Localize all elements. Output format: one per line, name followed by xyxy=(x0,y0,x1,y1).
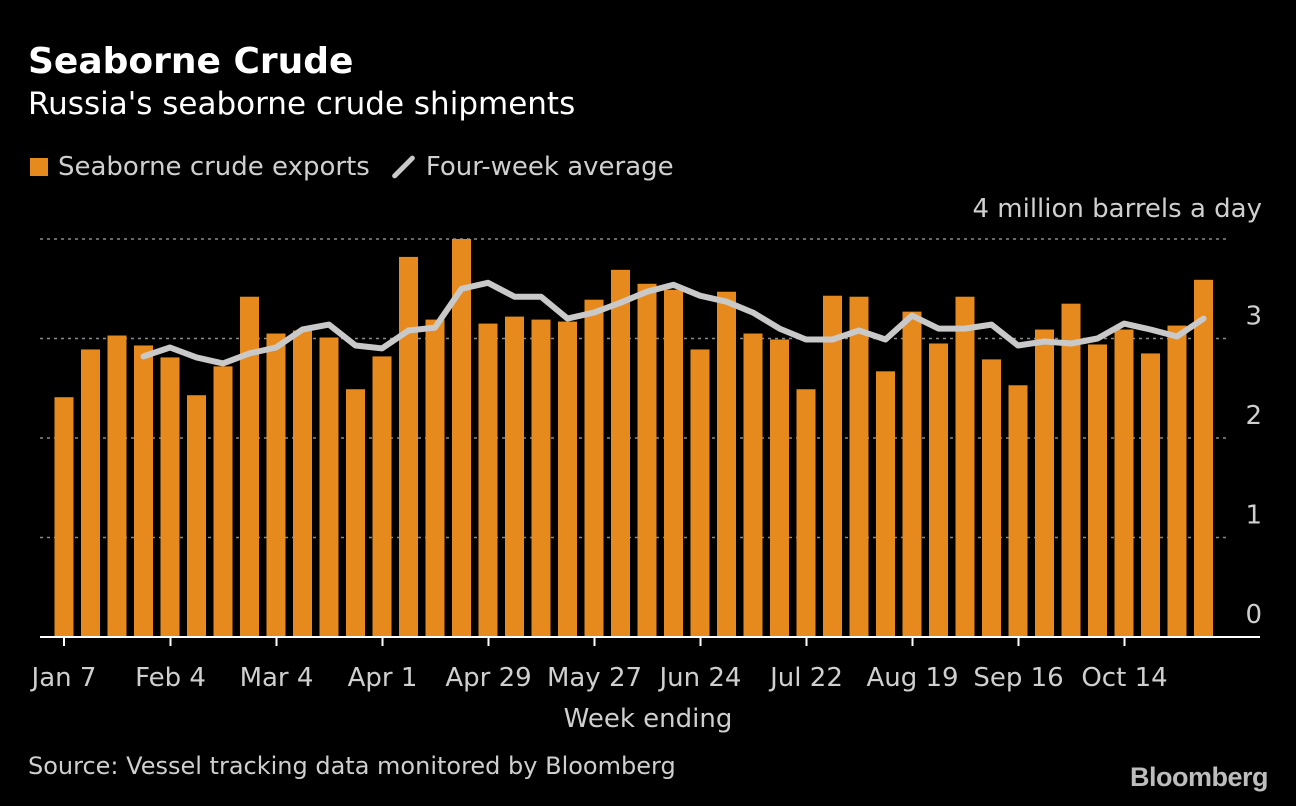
bar xyxy=(876,371,895,637)
legend-label-average: Four-week average xyxy=(425,152,674,182)
x-axis-title-text: Week ending xyxy=(563,704,733,734)
bar xyxy=(81,349,100,637)
legend-item-average: Four-week average xyxy=(390,152,674,182)
bar xyxy=(637,283,657,637)
bar xyxy=(266,333,286,637)
bar xyxy=(611,269,630,637)
x-tick-label: Jun 24 xyxy=(658,663,742,693)
bar xyxy=(160,357,180,637)
bar xyxy=(743,333,763,637)
x-tick-label: Feb 4 xyxy=(135,663,206,693)
y-tick-label: 0 xyxy=(1245,600,1262,630)
bar xyxy=(1035,329,1054,637)
bar-swatch-icon xyxy=(30,158,48,176)
x-tick-label: Jan 7 xyxy=(30,663,97,693)
chart-subtitle: Russia's seaborne crude shipments xyxy=(28,86,576,122)
y-tick-label: 3 xyxy=(1245,302,1262,332)
legend-label-exports: Seaborne crude exports xyxy=(58,152,370,182)
bar xyxy=(982,359,1001,637)
legend: Seaborne crude exports Four-week average xyxy=(30,150,694,184)
bar xyxy=(955,296,975,637)
bar xyxy=(1088,344,1107,637)
x-tick-label: Sep 16 xyxy=(973,663,1063,693)
x-axis-title: Week ending xyxy=(0,704,1296,734)
y-axis-unit-label: 4 million barrels a day xyxy=(972,194,1262,224)
bar xyxy=(1141,353,1160,637)
legend-item-exports: Seaborne crude exports xyxy=(30,152,370,182)
bar xyxy=(1114,329,1134,637)
bar xyxy=(1194,279,1213,637)
bar xyxy=(107,335,127,637)
bar xyxy=(823,295,842,637)
brand-logo: Bloomberg xyxy=(1129,762,1269,792)
chart-title: Seaborne Crude xyxy=(28,41,354,82)
bar xyxy=(584,299,604,637)
x-tick-label: Jul 22 xyxy=(768,663,843,693)
x-tick-label: Aug 19 xyxy=(866,663,958,693)
x-tick-label: Apr 1 xyxy=(348,663,418,693)
bar xyxy=(240,296,259,637)
bar xyxy=(54,397,74,637)
x-tick-label: Apr 29 xyxy=(445,663,531,693)
bar xyxy=(505,316,524,637)
bar xyxy=(187,395,206,637)
bar xyxy=(425,319,445,637)
x-tick-label: May 27 xyxy=(547,663,642,693)
bar xyxy=(478,323,498,637)
bar xyxy=(664,289,683,637)
bar xyxy=(770,339,789,637)
series-line-four-week-average xyxy=(140,279,1207,367)
source-note: Source: Vessel tracking data monitored b… xyxy=(28,752,676,780)
bar xyxy=(796,389,816,637)
bar xyxy=(1008,385,1028,637)
bar xyxy=(558,321,577,637)
bar xyxy=(399,256,418,637)
x-tick-label: Mar 4 xyxy=(240,663,314,693)
bar xyxy=(531,319,551,637)
y-tick-label: 2 xyxy=(1245,401,1262,431)
bar xyxy=(717,291,736,637)
bar xyxy=(929,343,948,637)
bar xyxy=(1167,325,1187,637)
bar xyxy=(1061,303,1081,637)
bar xyxy=(690,349,710,637)
bar xyxy=(372,356,392,637)
bar xyxy=(213,366,233,637)
y-tick-label: 1 xyxy=(1245,501,1262,531)
bar xyxy=(134,345,153,637)
bar xyxy=(849,296,869,637)
bar xyxy=(319,337,339,637)
x-tick-label: Oct 14 xyxy=(1081,663,1167,693)
bar xyxy=(452,239,471,637)
bar xyxy=(346,389,365,637)
bar xyxy=(902,311,922,637)
bar xyxy=(293,330,312,637)
